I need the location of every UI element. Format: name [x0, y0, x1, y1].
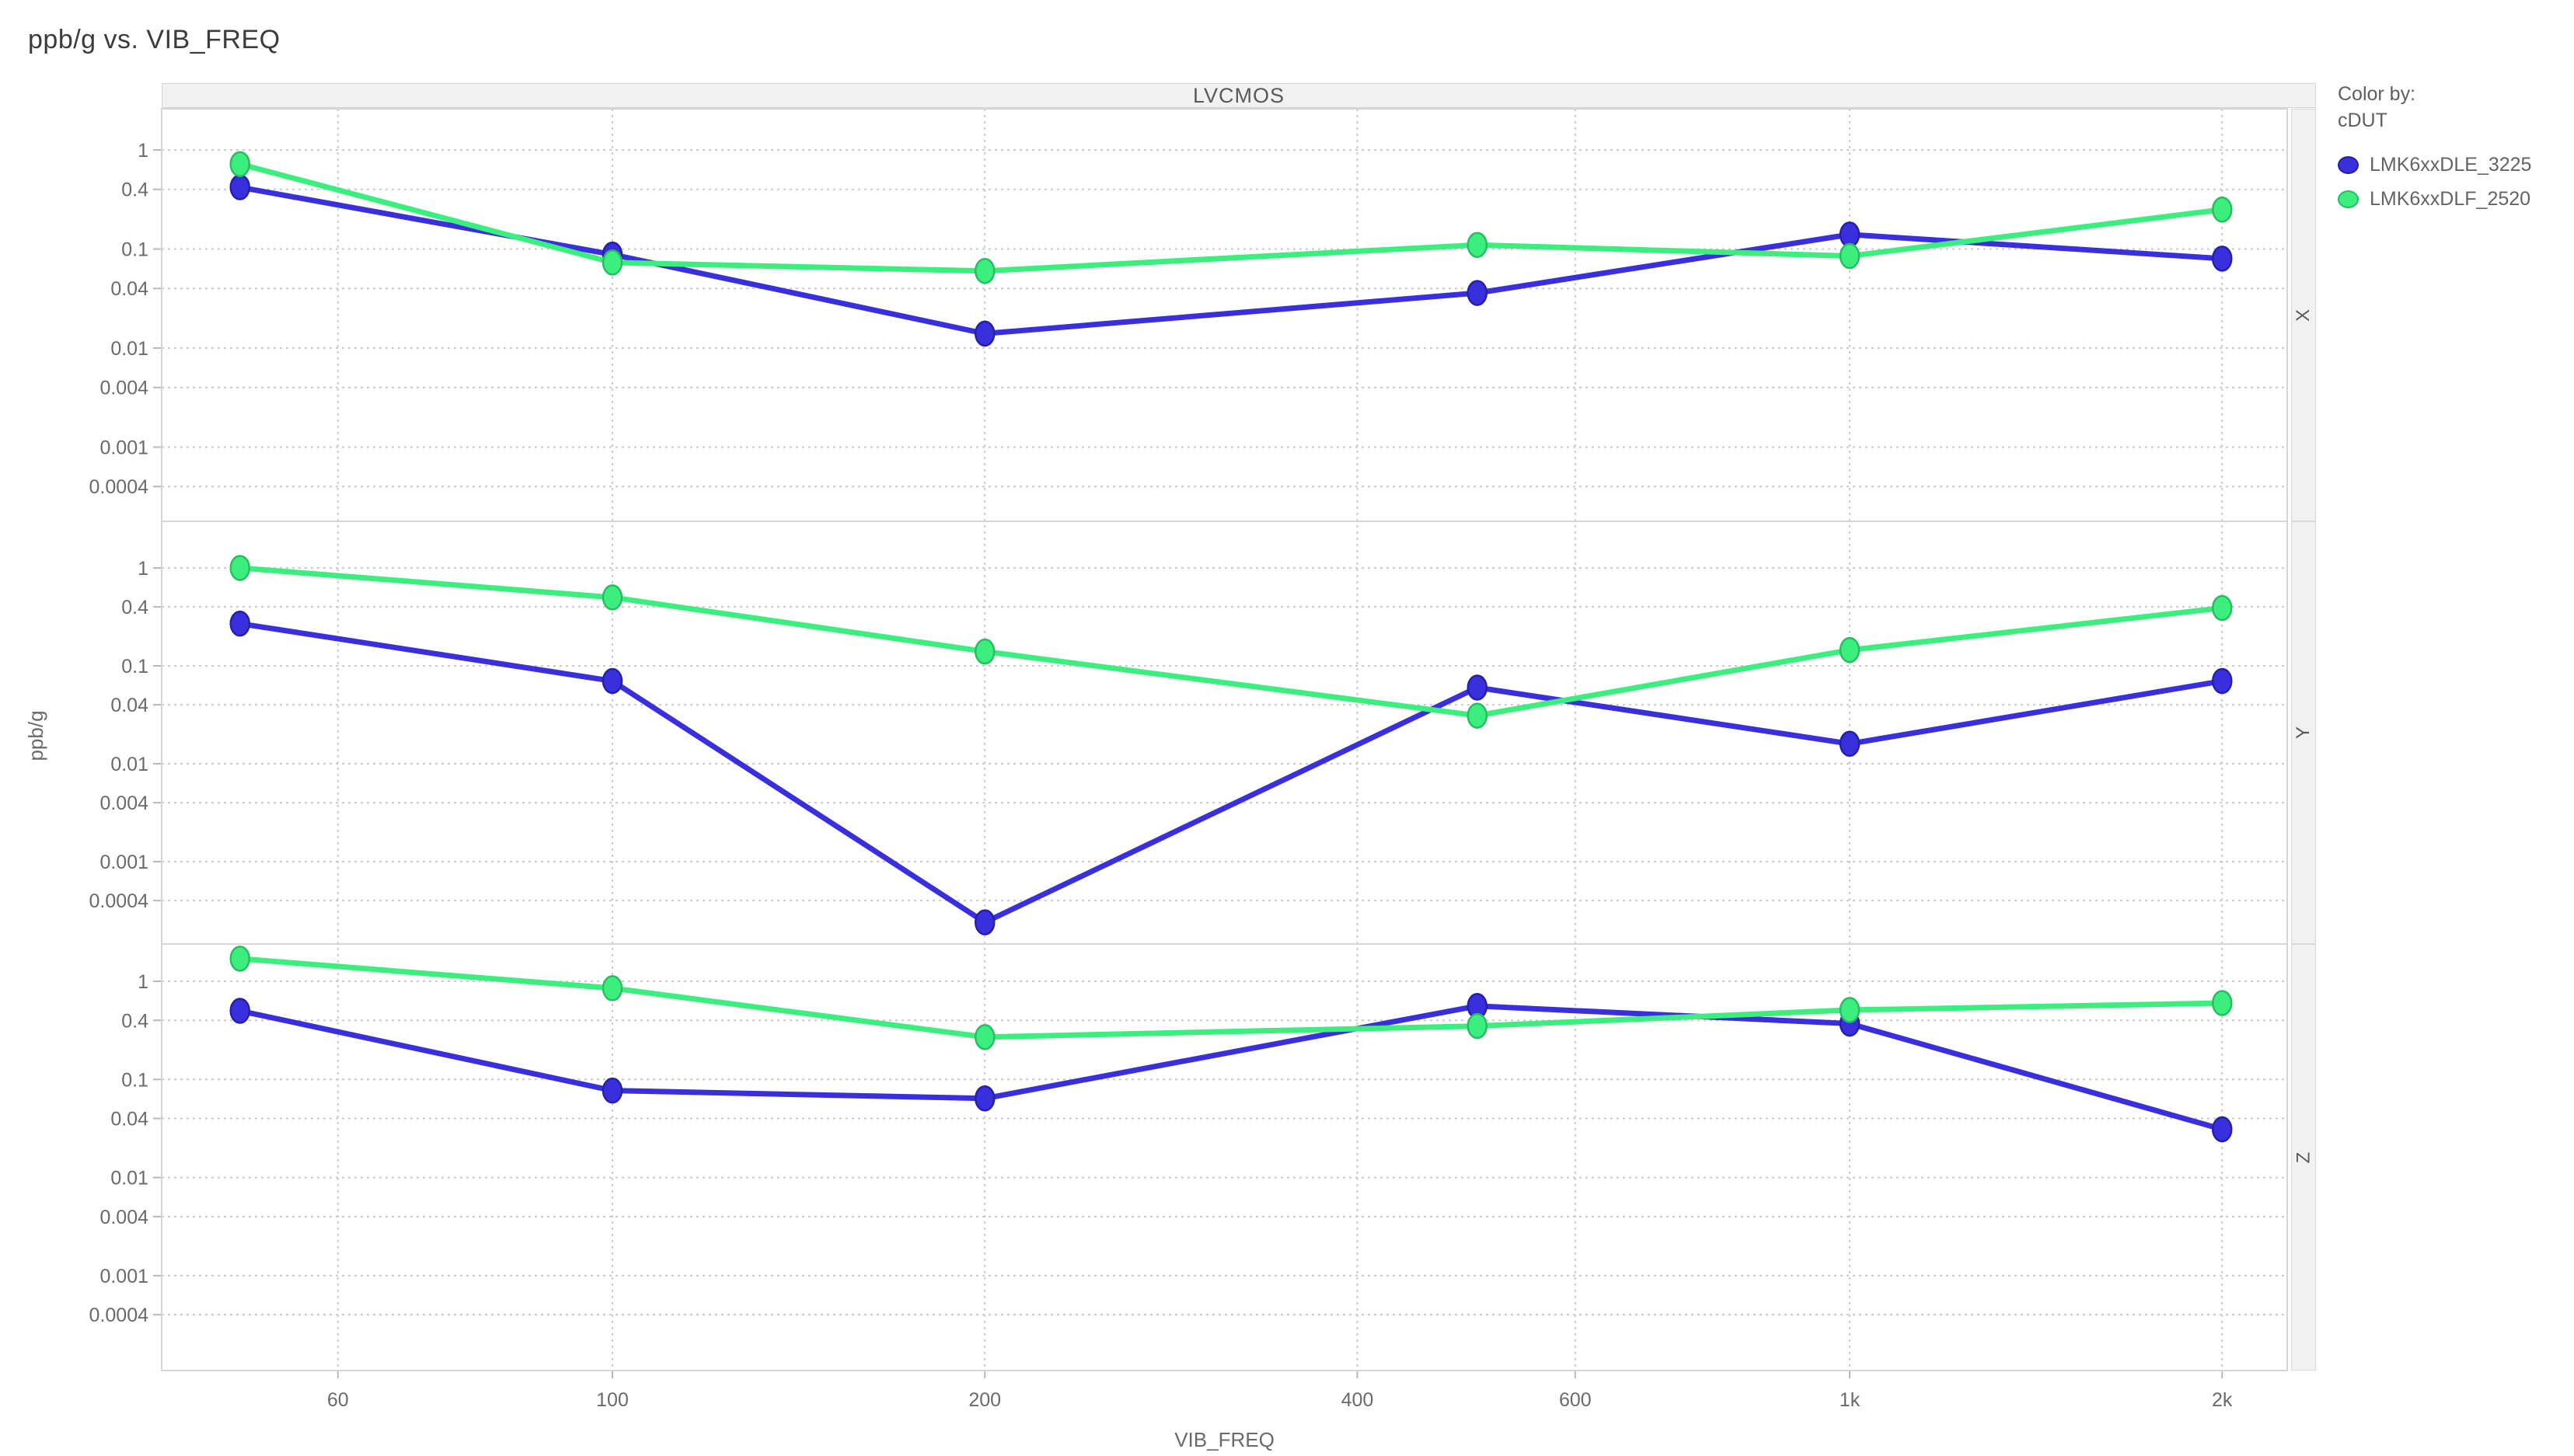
x-tick-label: 2k	[2212, 1389, 2233, 1411]
data-point-marker[interactable]	[1467, 1012, 1488, 1040]
data-point-marker[interactable]	[1839, 242, 1861, 270]
data-point-marker[interactable]	[229, 151, 251, 177]
y-tick-label: 1	[138, 558, 148, 580]
chart-title: ppb/g vs. VIB_FREQ	[28, 25, 281, 54]
y-tick-label: 0.01	[110, 338, 148, 360]
data-point-marker[interactable]	[602, 1077, 623, 1104]
y-tick-label: 0.0004	[89, 890, 149, 912]
data-point-marker[interactable]	[1467, 702, 1488, 729]
data-point-marker[interactable]	[974, 320, 996, 347]
x-axis-title: VIB_FREQ	[1174, 1428, 1275, 1451]
data-point-marker[interactable]	[1839, 730, 1861, 758]
y-tick-label: 0.4	[121, 179, 148, 201]
x-tick-label: 100	[596, 1389, 629, 1411]
data-point-marker[interactable]	[1467, 232, 1488, 258]
data-point-marker[interactable]	[974, 638, 996, 665]
y-tick-label: 0.4	[121, 597, 148, 618]
x-tick-label: 60	[327, 1389, 349, 1411]
y-tick-label: 0.001	[99, 852, 148, 873]
x-tick-label: 600	[1559, 1389, 1592, 1411]
series-line-LMK6xxDLF_2520[interactable]	[237, 956, 2225, 1040]
x-tick-label: 200	[968, 1389, 1001, 1411]
data-point-marker[interactable]	[229, 555, 251, 581]
data-point-marker[interactable]	[974, 1085, 996, 1112]
y-tick-label: 0.001	[99, 1266, 148, 1287]
y-tick-label: 0.1	[121, 1069, 148, 1091]
panel-strip-y-label: Y	[2292, 726, 2314, 740]
panel-strip-x[interactable]: X	[2291, 109, 2316, 521]
y-tick-label: 0.004	[99, 1207, 148, 1228]
panel-strip-y[interactable]: Y	[2291, 521, 2316, 944]
y-tick-label: 1	[138, 140, 148, 162]
data-point-marker[interactable]	[602, 249, 623, 276]
legend-color-by-label: Color by:	[2338, 83, 2416, 105]
y-tick-label: 0.0004	[89, 476, 149, 498]
legend-item-label: LMK6xxDLF_2520	[2370, 187, 2531, 210]
data-point-marker[interactable]	[229, 998, 251, 1024]
data-point-marker[interactable]	[602, 667, 623, 695]
data-point-marker[interactable]	[1467, 280, 1488, 306]
data-point-marker[interactable]	[1839, 636, 1861, 664]
data-point-marker[interactable]	[974, 258, 996, 284]
y-tick-label: 0.001	[99, 437, 148, 459]
data-point-marker[interactable]	[2211, 246, 2233, 272]
data-point-marker[interactable]	[602, 975, 623, 1001]
legend-swatch-green-icon	[2338, 190, 2359, 208]
y-tick-label: 0.04	[110, 1109, 148, 1130]
data-point-marker[interactable]	[2211, 594, 2233, 622]
data-point-marker[interactable]	[229, 610, 251, 637]
y-tick-label: 0.01	[110, 1168, 148, 1190]
y-tick-label: 0.004	[99, 378, 148, 399]
legend-swatch-blue-icon	[2338, 155, 2359, 174]
data-point-marker[interactable]	[974, 1024, 996, 1050]
x-tick-label: 1k	[1840, 1389, 1861, 1411]
x-tick-label: 400	[1341, 1389, 1374, 1411]
series-line-LMK6xxDLE_3225[interactable]	[237, 621, 2225, 925]
data-point-marker[interactable]	[1467, 674, 1488, 701]
y-tick-label: 0.004	[99, 792, 148, 814]
y-tick-label: 0.04	[110, 695, 148, 716]
legend-item-label: LMK6xxDLE_3225	[2370, 153, 2532, 176]
plot-border	[161, 108, 2288, 1371]
y-tick-label: 0.1	[121, 656, 148, 677]
y-tick-label: 0.04	[110, 278, 148, 300]
series-line-LMK6xxDLE_3225[interactable]	[237, 1003, 2225, 1133]
data-point-marker[interactable]	[602, 584, 623, 611]
y-tick-label: 0.01	[110, 754, 148, 775]
trellis-header-label: LVCMOS	[1192, 83, 1285, 107]
data-point-marker[interactable]	[2211, 1116, 2233, 1143]
data-point-marker[interactable]	[2211, 667, 2233, 695]
series-line-LMK6xxDLE_3225[interactable]	[237, 184, 2225, 336]
panel-strip-z-label: Z	[2292, 1151, 2314, 1163]
legend-column-name: cDUT	[2338, 110, 2387, 131]
data-point-marker[interactable]	[2211, 990, 2233, 1016]
legend-item-lmk6xxdle-3225[interactable]: LMK6xxDLE_3225	[2338, 148, 2571, 182]
data-point-marker[interactable]	[1839, 221, 1861, 248]
data-point-marker[interactable]	[1839, 997, 1861, 1023]
legend: Color by: cDUT LMK6xxDLE_3225 LMK6xxDLF_…	[2338, 81, 2571, 216]
y-tick-label: 0.0004	[89, 1304, 149, 1326]
y-axis-title: ppb/g	[24, 710, 48, 761]
trellis-header: LVCMOS	[162, 83, 2316, 108]
data-point-marker[interactable]	[229, 946, 251, 972]
panel-strip-x-label: X	[2292, 308, 2314, 322]
data-point-marker[interactable]	[974, 909, 996, 935]
y-tick-label: 0.1	[121, 239, 148, 261]
series-line-LMK6xxDLF_2520[interactable]	[237, 565, 2225, 719]
data-point-marker[interactable]	[229, 174, 251, 200]
series-line-LMK6xxDLF_2520[interactable]	[237, 161, 2225, 274]
y-tick-label: 1	[138, 971, 148, 993]
panel-strip-z[interactable]: Z	[2291, 944, 2316, 1371]
legend-item-lmk6xxdlf-2520[interactable]: LMK6xxDLF_2520	[2338, 182, 2571, 216]
y-tick-label: 0.4	[121, 1010, 148, 1032]
data-point-marker[interactable]	[2211, 197, 2233, 223]
